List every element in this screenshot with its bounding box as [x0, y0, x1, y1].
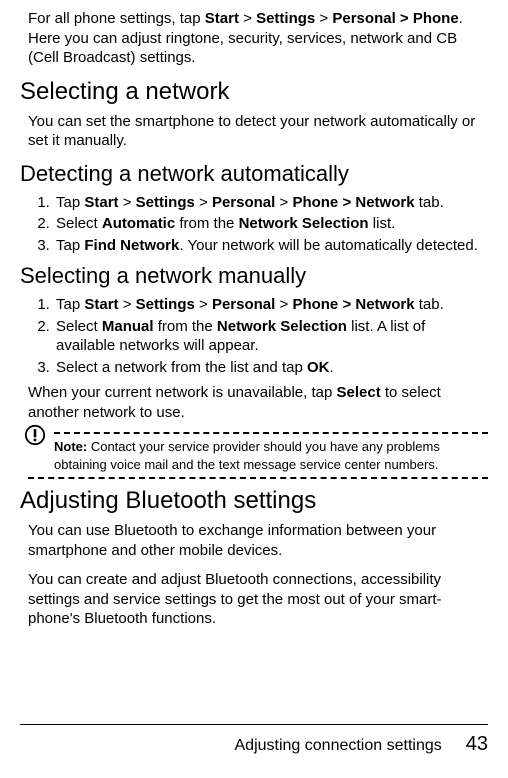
text: Tap: [56, 237, 84, 254]
note-label: Note:: [54, 439, 87, 454]
path-item: Personal: [212, 194, 275, 211]
text: . Your network will be automatically det…: [179, 237, 478, 254]
paragraph-bt2: You can create and adjust Bluetooth conn…: [28, 570, 488, 629]
path-item: Start: [84, 194, 118, 211]
footer-row: Adjusting connection settings 43: [20, 733, 488, 756]
text: .: [329, 359, 333, 376]
footer-title: Adjusting connection settings: [235, 737, 442, 755]
footer-page-number: 43: [466, 733, 488, 756]
path-item: Settings: [136, 194, 195, 211]
path-settings: Settings: [256, 10, 315, 27]
steps-select-manual: Tap Start > Settings > Personal > Phone …: [54, 295, 488, 377]
path-item: Start: [84, 296, 118, 313]
heading-selecting-network: Selecting a network: [20, 78, 488, 106]
path-personal-phone: Personal > Phone: [332, 10, 458, 27]
heading-detect-auto: Detecting a network automatically: [20, 161, 488, 187]
path-item: Phone > Network: [292, 194, 414, 211]
text: tab.: [415, 194, 444, 211]
intro-paragraph: For all phone settings, tap Start > Sett…: [28, 9, 488, 68]
text: Select: [56, 318, 102, 335]
bold-text: Network Selection: [239, 215, 369, 232]
list-item: Tap Start > Settings > Personal > Phone …: [54, 193, 488, 213]
note-text: Note: Contact your service provider shou…: [54, 438, 488, 473]
footer-rule: [20, 724, 488, 725]
alert-icon: [24, 424, 46, 451]
path-item: Personal: [212, 296, 275, 313]
text: Select a network from the list and tap: [56, 359, 307, 376]
bold-text: OK: [307, 359, 330, 376]
note-block: Note: Contact your service provider shou…: [28, 432, 488, 479]
text: from the: [154, 318, 217, 335]
dashed-rule: [28, 477, 488, 479]
note-body: Contact your service provider should you…: [54, 439, 440, 472]
manual-page: For all phone settings, tap Start > Sett…: [0, 0, 508, 778]
heading-select-manual: Selecting a network manually: [20, 263, 488, 289]
bold-text: Network Selection: [217, 318, 347, 335]
dashed-rule: [54, 432, 488, 434]
text: Tap: [56, 296, 84, 313]
bold-text: Manual: [102, 318, 154, 335]
text: tab.: [415, 296, 444, 313]
paragraph-select-network: You can set the smartphone to detect you…: [28, 112, 488, 151]
heading-bluetooth: Adjusting Bluetooth settings: [20, 487, 488, 515]
page-footer: Adjusting connection settings 43: [20, 724, 488, 756]
path-item: Settings: [136, 296, 195, 313]
list-item: Tap Find Network. Your network will be a…: [54, 236, 488, 256]
paragraph-bt1: You can use Bluetooth to exchange inform…: [28, 521, 488, 560]
list-item: Select Manual from the Network Selection…: [54, 317, 488, 356]
paragraph-after-manual: When your current network is unavailable…: [28, 383, 488, 422]
list-item: Select a network from the list and tap O…: [54, 358, 488, 378]
bold-text: Select: [337, 384, 381, 401]
text: list.: [369, 215, 396, 232]
text: Select: [56, 215, 102, 232]
list-item: Tap Start > Settings > Personal > Phone …: [54, 295, 488, 315]
steps-detect-auto: Tap Start > Settings > Personal > Phone …: [54, 193, 488, 256]
list-item: Select Automatic from the Network Select…: [54, 214, 488, 234]
text: For all phone settings, tap: [28, 10, 205, 27]
text: from the: [175, 215, 238, 232]
text: When your current network is unavailable…: [28, 384, 337, 401]
bold-text: Find Network: [84, 237, 179, 254]
path-item: Phone > Network: [292, 296, 414, 313]
path-start: Start: [205, 10, 239, 27]
text: Tap: [56, 194, 84, 211]
bold-text: Automatic: [102, 215, 175, 232]
